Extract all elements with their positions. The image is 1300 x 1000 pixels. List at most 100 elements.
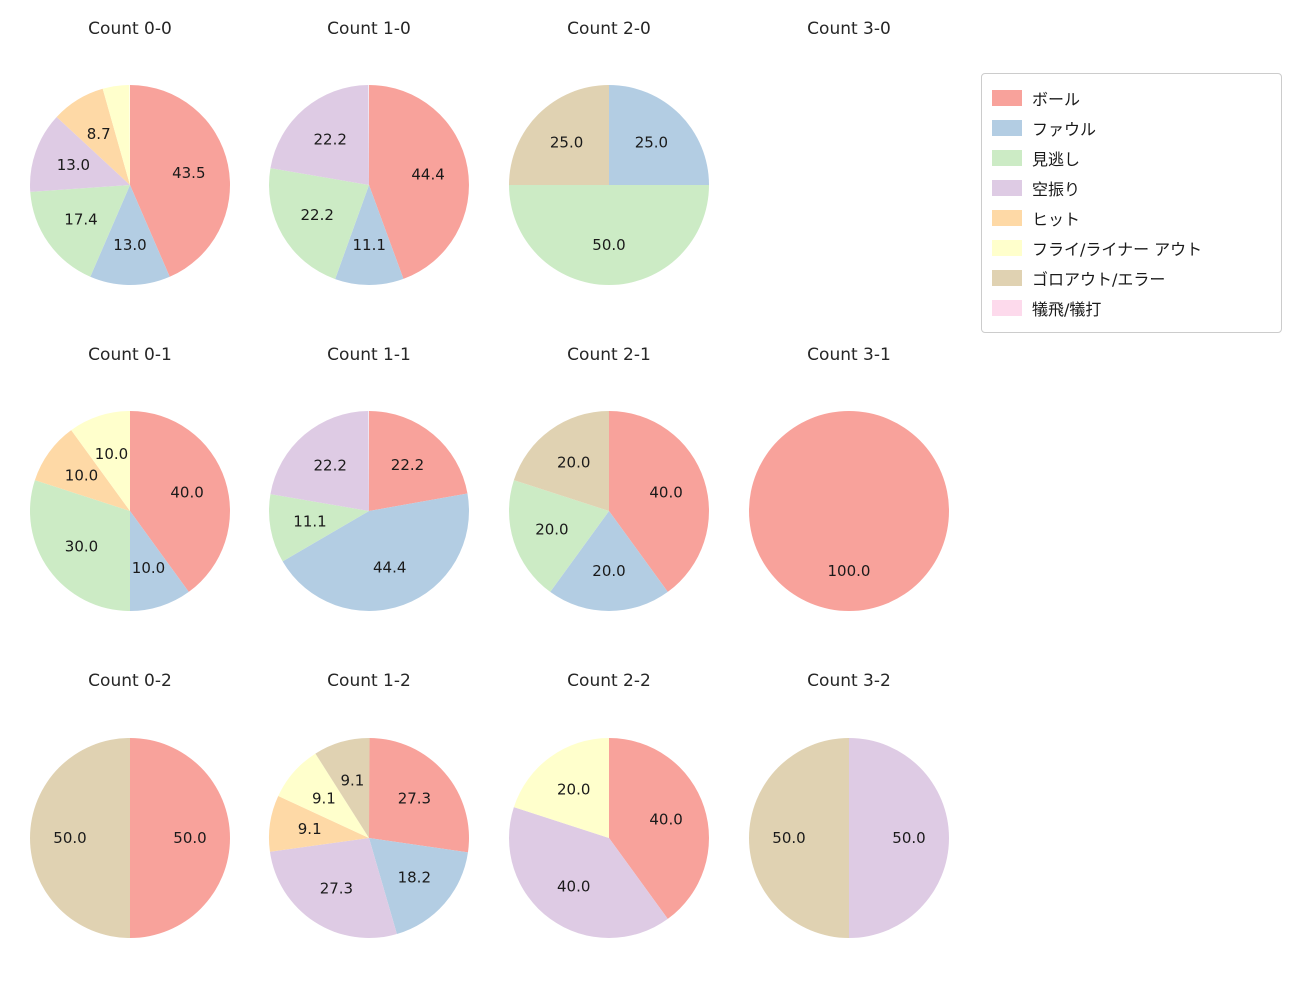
pie-chart-count-2-1: 40.0 20.0 20.0 20.0: [508, 411, 709, 611]
chart-title: Count 3-1: [807, 345, 891, 365]
pie-slice: [315, 737, 370, 838]
pie-chart-count-3-1: 100.0: [749, 411, 949, 611]
chart-title: Count 0-1: [88, 345, 172, 365]
pie-slice: [278, 753, 369, 838]
legend-item: ゴロアウト/エラー: [992, 263, 1271, 293]
chart-title: Count 2-1: [567, 345, 651, 365]
pie-slice-label: 9.1: [312, 790, 336, 808]
pie-slice: [369, 85, 469, 279]
pie-slice-label: 40.0: [170, 484, 203, 502]
legend-item: フライ/ライナー アウト: [992, 233, 1271, 263]
pie-slice: [282, 493, 470, 611]
pie-slice: [509, 185, 709, 285]
legend-item-label: ゴロアウト/エラー: [1032, 270, 1166, 289]
pie-slice-label: 20.0: [535, 521, 568, 539]
chart-title: Count 1-0: [327, 19, 411, 39]
chart-title: Count 3-2: [807, 671, 891, 691]
legend-item: ヒット: [992, 203, 1271, 233]
pie-slice-label: 13.0: [113, 236, 146, 254]
pie-slice-label: 50.0: [592, 236, 625, 254]
pie-slice: [609, 411, 709, 592]
pie-slice-label: 8.7: [87, 125, 111, 143]
pie-slice: [30, 738, 130, 938]
pie-slice-label: 22.2: [300, 206, 333, 224]
pie-chart-count-2-0: 25.0 50.0 25.0: [509, 85, 709, 285]
legend-color-swatch-icon: [992, 240, 1022, 256]
pie-chart-count-0-0: 43.5 13.0 17.4 13.0 8.7: [30, 85, 231, 286]
pie-slice: [269, 494, 369, 562]
pie-chart-count-0-1: 40.0 10.0 30.0 10.0 10.0: [29, 411, 230, 611]
pie-chart-count-2-2: 40.0 40.0 20.0: [508, 738, 709, 939]
pie-slice-label: 50.0: [772, 829, 805, 847]
pie-chart-count-1-1: 22.2 44.4 11.1 22.2: [269, 411, 470, 611]
legend-color-swatch-icon: [992, 180, 1022, 196]
pie-slice: [749, 738, 849, 938]
pie-slice-label: 10.0: [65, 467, 98, 485]
pie-slice-label: 27.3: [320, 879, 353, 897]
legend-item-label: 見逃し: [1032, 150, 1081, 169]
pie-slice-label: 11.1: [293, 513, 326, 531]
pie-slice: [335, 185, 404, 285]
pie-slice-label: 10.0: [95, 445, 128, 463]
legend-color-swatch-icon: [992, 300, 1022, 316]
chart-title: Count 1-1: [327, 345, 411, 365]
pie-slice-label: 30.0: [65, 537, 98, 555]
legend-color-swatch-icon: [992, 120, 1022, 136]
pie-slice: [508, 807, 668, 939]
legend-item-label: ボール: [1032, 90, 1081, 109]
pie-slice: [269, 838, 397, 939]
pie-slice: [270, 411, 369, 511]
pie-slice-label: 10.0: [132, 559, 165, 577]
pie-slice-label: 22.2: [313, 456, 346, 474]
pie-slice-label: 9.1: [340, 771, 364, 789]
pie-slice: [369, 838, 468, 935]
pie-slice-label: 18.2: [398, 868, 431, 886]
pie-slice-label: 17.4: [64, 211, 97, 229]
legend-item-label: ファウル: [1032, 120, 1097, 139]
legend-color-swatch-icon: [992, 150, 1022, 166]
legend-item: 犠飛/犠打: [992, 293, 1271, 323]
chart-title: Count 0-2: [88, 671, 172, 691]
pie-slice-label: 44.4: [411, 166, 444, 184]
pie-slice: [102, 85, 130, 185]
pie-slice-label: 20.0: [557, 454, 590, 472]
pie-slice: [71, 411, 130, 511]
pie-chart-count-1-0: 44.4 11.1 22.2 22.2: [269, 85, 469, 285]
legend-color-swatch-icon: [992, 210, 1022, 226]
chart-title: Count 0-0: [88, 19, 172, 39]
pie-slice: [609, 738, 709, 919]
legend-color-swatch-icon: [992, 90, 1022, 106]
legend-box: ボール ファウル 見逃し 空振り ヒット フライ/ライナー アウト ゴロアウト/エラー 犠飛/…: [981, 73, 1282, 333]
pie-slice: [369, 738, 470, 853]
chart-title: Count 3-0: [807, 19, 891, 39]
legend-item-label: フライ/ライナー アウト: [1032, 240, 1203, 259]
pie-slice-label: 13.0: [57, 156, 90, 174]
pie-slice: [30, 117, 130, 192]
pie-slice: [34, 430, 130, 511]
pie-slice: [268, 795, 369, 852]
pie-slice: [56, 88, 130, 185]
pie-chart-count-3-2: 50.0 50.0: [749, 738, 949, 938]
pie-slice-label: 20.0: [592, 562, 625, 580]
chart-title: Count 2-2: [567, 671, 651, 691]
pie-slice-label: 50.0: [173, 829, 206, 847]
pie-slice: [269, 168, 369, 280]
pie-slice-label: 100.0: [828, 562, 871, 580]
pie-slice: [509, 85, 609, 185]
pie-slice: [90, 185, 170, 286]
pie-slice-label: 25.0: [550, 134, 583, 152]
pie-slice-label: 9.1: [298, 820, 322, 838]
pie-slice: [513, 738, 609, 838]
pie-slice-label: 22.2: [391, 456, 424, 474]
pie-slice: [550, 511, 668, 611]
pie-slice-label: 43.5: [172, 164, 205, 182]
pie-slice: [130, 85, 231, 277]
pie-slice-label: 40.0: [649, 484, 682, 502]
pie-slice-label: 20.0: [557, 781, 590, 799]
pie-chart-count-0-2: 50.0 50.0: [30, 738, 230, 938]
pie-slice: [369, 411, 468, 511]
pie-slice-label: 22.2: [313, 130, 346, 148]
pie-slice: [609, 85, 709, 185]
pie-slice: [130, 511, 189, 611]
